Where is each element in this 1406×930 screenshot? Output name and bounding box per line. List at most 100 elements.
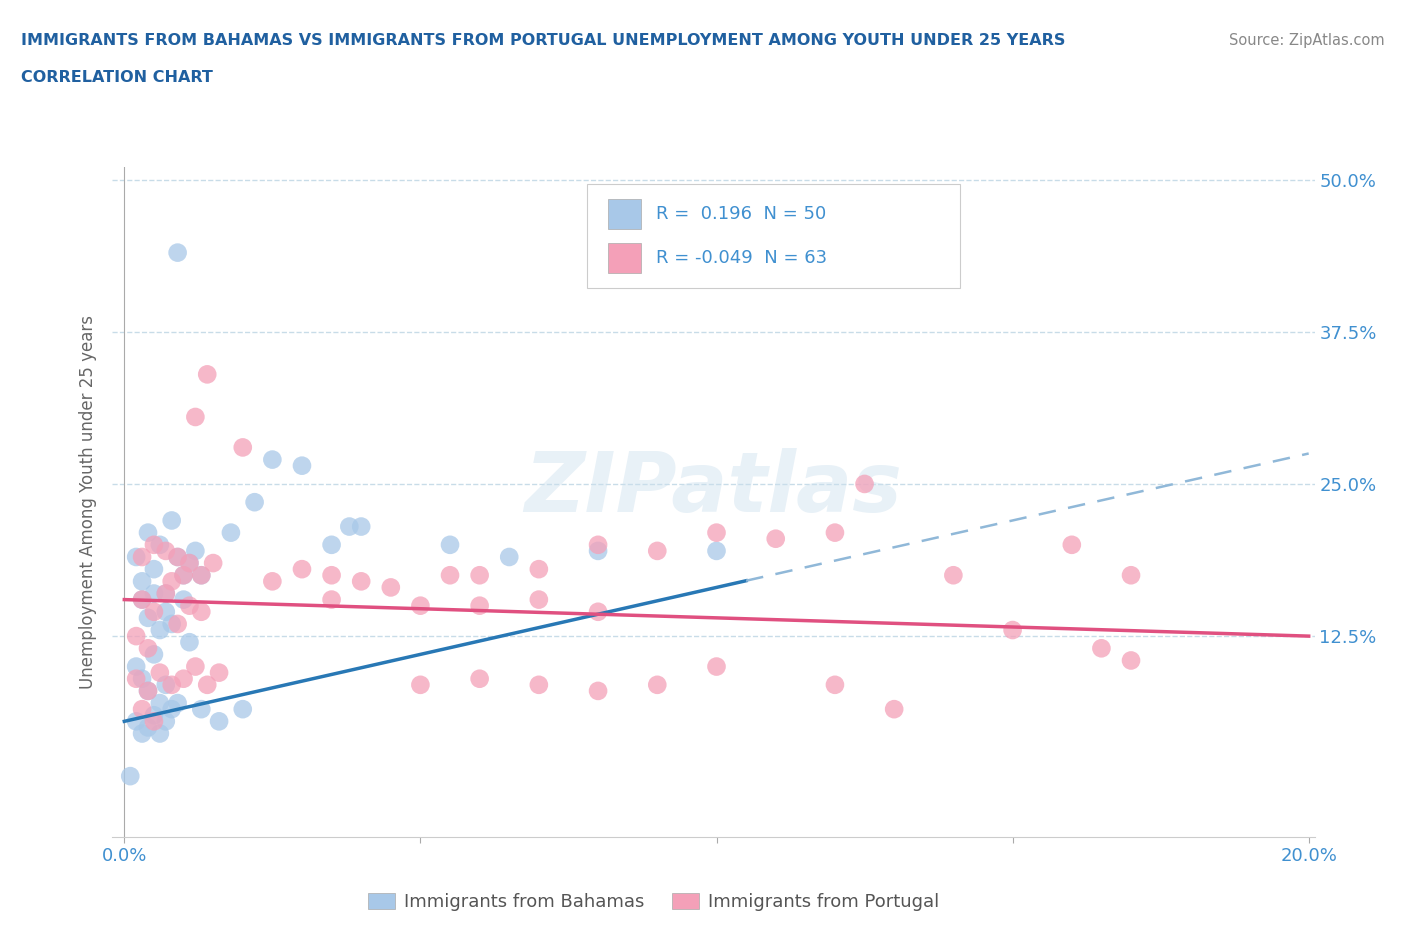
Point xyxy=(1119,568,1142,583)
Point xyxy=(262,574,284,589)
Point xyxy=(380,580,402,595)
Point xyxy=(190,702,212,717)
Point xyxy=(645,543,668,558)
Point xyxy=(136,610,159,625)
Point xyxy=(586,604,609,619)
Text: R = -0.049  N = 63: R = -0.049 N = 63 xyxy=(655,249,827,267)
Point xyxy=(166,617,188,631)
Point xyxy=(350,574,373,589)
Point xyxy=(160,574,183,589)
Point xyxy=(706,525,728,540)
Point xyxy=(136,720,159,735)
Point xyxy=(468,671,491,686)
Point xyxy=(179,598,201,613)
Point xyxy=(1119,653,1142,668)
Point xyxy=(155,604,177,619)
Point xyxy=(219,525,242,540)
Point xyxy=(291,562,314,577)
Point xyxy=(125,629,148,644)
Point xyxy=(136,525,159,540)
Point xyxy=(942,568,965,583)
Point xyxy=(131,671,153,686)
Point xyxy=(337,519,360,534)
Point xyxy=(527,677,550,692)
Point xyxy=(131,574,153,589)
Point xyxy=(142,586,165,601)
Point xyxy=(155,586,177,601)
Point xyxy=(142,647,165,662)
Point xyxy=(142,562,165,577)
Point xyxy=(136,641,159,656)
Point xyxy=(125,659,148,674)
Text: CORRELATION CHART: CORRELATION CHART xyxy=(21,70,212,85)
Point xyxy=(1001,622,1024,637)
Point xyxy=(190,568,212,583)
Point xyxy=(125,671,148,686)
Point xyxy=(149,665,172,680)
Point xyxy=(131,592,153,607)
Legend: Immigrants from Bahamas, Immigrants from Portugal: Immigrants from Bahamas, Immigrants from… xyxy=(361,885,946,918)
Point xyxy=(439,538,461,552)
Bar xyxy=(607,199,641,230)
Point xyxy=(527,592,550,607)
Point xyxy=(179,555,201,570)
Text: ZIPatlas: ZIPatlas xyxy=(524,448,903,529)
Point xyxy=(173,671,195,686)
Point xyxy=(195,677,218,692)
Point xyxy=(1060,538,1083,552)
Point xyxy=(883,702,905,717)
Point xyxy=(586,684,609,698)
Point xyxy=(321,538,343,552)
Point xyxy=(136,684,159,698)
Point xyxy=(166,246,188,260)
Point xyxy=(149,726,172,741)
Point xyxy=(468,598,491,613)
Point xyxy=(155,677,177,692)
Point xyxy=(125,714,148,729)
Point xyxy=(439,568,461,583)
Point xyxy=(498,550,520,565)
Point xyxy=(853,476,876,491)
Point xyxy=(184,659,207,674)
Point xyxy=(120,769,142,784)
Point xyxy=(142,604,165,619)
Point xyxy=(190,604,212,619)
Point xyxy=(131,702,153,717)
Point xyxy=(155,714,177,729)
Point xyxy=(160,702,183,717)
Point xyxy=(824,525,846,540)
Point xyxy=(184,409,207,424)
Point xyxy=(179,555,201,570)
Text: IMMIGRANTS FROM BAHAMAS VS IMMIGRANTS FROM PORTUGAL UNEMPLOYMENT AMONG YOUTH UND: IMMIGRANTS FROM BAHAMAS VS IMMIGRANTS FR… xyxy=(21,33,1066,47)
Point xyxy=(142,538,165,552)
Point xyxy=(173,568,195,583)
Point xyxy=(262,452,284,467)
Point xyxy=(166,696,188,711)
FancyBboxPatch shape xyxy=(588,184,960,288)
Point xyxy=(1090,641,1112,656)
Point xyxy=(468,568,491,583)
Bar xyxy=(607,243,641,272)
Point xyxy=(409,677,432,692)
Point xyxy=(208,665,231,680)
Point xyxy=(131,592,153,607)
Point xyxy=(350,519,373,534)
Point xyxy=(136,684,159,698)
Point xyxy=(232,440,254,455)
Point xyxy=(321,592,343,607)
Point xyxy=(527,562,550,577)
Point xyxy=(131,550,153,565)
Point xyxy=(142,708,165,723)
Point xyxy=(160,513,183,528)
Point xyxy=(155,586,177,601)
Point xyxy=(184,543,207,558)
Point xyxy=(149,622,172,637)
Point xyxy=(706,543,728,558)
Point xyxy=(706,659,728,674)
Point xyxy=(765,531,787,546)
Point xyxy=(586,538,609,552)
Point xyxy=(645,677,668,692)
Text: Source: ZipAtlas.com: Source: ZipAtlas.com xyxy=(1229,33,1385,47)
Text: R =  0.196  N = 50: R = 0.196 N = 50 xyxy=(655,206,827,223)
Point xyxy=(166,550,188,565)
